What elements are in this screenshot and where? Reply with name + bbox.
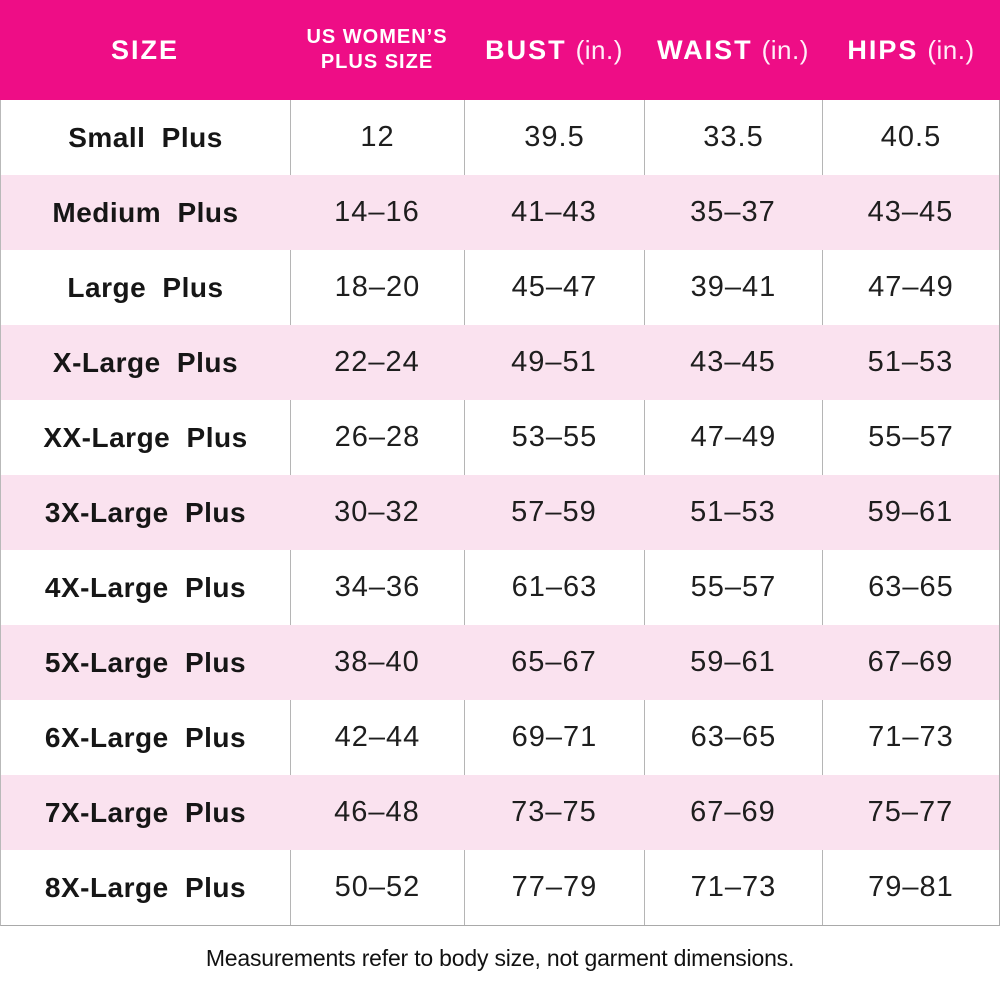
waist-cell: 71–73 xyxy=(644,850,822,925)
table-row: 7X-Large Plus 46–48 73–75 67–69 75–77 xyxy=(1,775,999,850)
bust-cell: 73–75 xyxy=(511,796,597,828)
size-name-cell: Large Plus xyxy=(67,271,224,303)
bust-cell: 39.5 xyxy=(464,100,644,175)
size-chart: SIZE US WOMEN’S PLUS SIZE BUST (in.) WAI… xyxy=(0,0,1000,971)
waist-cell: 59–61 xyxy=(690,646,776,678)
us-plus-size-cell: 42–44 xyxy=(290,700,464,775)
waist-cell: 51–53 xyxy=(690,496,776,528)
bust-cell: 77–79 xyxy=(464,850,644,925)
waist-cell: 63–65 xyxy=(644,700,822,775)
column-header-hips-label: HIPS xyxy=(847,34,919,65)
size-name-cell: Small Plus xyxy=(68,121,223,153)
size-name-cell: 5X-Large Plus xyxy=(44,646,247,678)
bust-cell: 53–55 xyxy=(464,400,644,475)
waist-cell: 35–37 xyxy=(690,196,776,228)
hips-cell: 71–73 xyxy=(822,700,999,775)
bust-cell: 61–63 xyxy=(464,550,644,625)
column-header-us-plus-size-line1: US WOMEN’S xyxy=(306,26,448,48)
table-row: 4X-Large Plus 34–36 61–63 55–57 63–65 xyxy=(1,550,999,625)
us-plus-size-cell: 22–24 xyxy=(334,346,420,378)
hips-cell: 59–61 xyxy=(867,496,954,528)
us-plus-size-cell: 12 xyxy=(290,100,464,175)
column-header-size-label: SIZE xyxy=(110,34,179,65)
column-header-hips-unit: (in.) xyxy=(927,34,975,65)
hips-cell: 47–49 xyxy=(822,250,999,325)
column-header-waist: WAIST (in.) xyxy=(644,34,822,66)
hips-cell: 51–53 xyxy=(867,346,954,378)
us-plus-size-cell: 18–20 xyxy=(290,250,464,325)
waist-cell: 33.5 xyxy=(644,100,822,175)
size-name-cell: 4X-Large Plus xyxy=(44,571,247,603)
size-name-cell: 8X-Large Plus xyxy=(44,871,247,903)
size-name-cell: X-Large Plus xyxy=(52,346,239,378)
us-plus-size-cell: 14–16 xyxy=(334,196,420,228)
us-plus-size-cell: 26–28 xyxy=(290,400,464,475)
table-row: 3X-Large Plus 30–32 57–59 51–53 59–61 xyxy=(1,475,999,550)
size-name-cell: XX-Large Plus xyxy=(43,421,248,453)
hips-cell: 43–45 xyxy=(867,196,954,228)
size-table-body: Small Plus 12 39.5 33.5 40.5 Medium Plus… xyxy=(0,100,1000,926)
bust-cell: 57–59 xyxy=(511,496,597,528)
bust-cell: 49–51 xyxy=(511,346,597,378)
hips-cell: 79–81 xyxy=(822,850,999,925)
table-row: 5X-Large Plus 38–40 65–67 59–61 67–69 xyxy=(1,625,999,700)
waist-cell: 55–57 xyxy=(644,550,822,625)
waist-cell: 43–45 xyxy=(690,346,776,378)
column-header-size: SIZE xyxy=(0,34,290,66)
waist-cell: 47–49 xyxy=(644,400,822,475)
measurement-footnote: Measurements refer to body size, not gar… xyxy=(205,945,795,971)
column-header-us-plus-size: US WOMEN’S PLUS SIZE xyxy=(290,25,464,75)
column-header-bust-unit: (in.) xyxy=(575,34,623,65)
column-header-waist-label: WAIST xyxy=(657,34,753,65)
table-row: 8X-Large Plus 50–52 77–79 71–73 79–81 xyxy=(1,850,999,925)
column-header-us-plus-size-line2: PLUS SIZE xyxy=(320,51,434,73)
column-header-bust-label: BUST xyxy=(485,34,567,65)
hips-cell: 67–69 xyxy=(867,646,954,678)
hips-cell: 63–65 xyxy=(822,550,999,625)
us-plus-size-cell: 46–48 xyxy=(334,796,420,828)
table-row: Medium Plus 14–16 41–43 35–37 43–45 xyxy=(1,175,999,250)
size-name-cell: 7X-Large Plus xyxy=(44,796,247,828)
us-plus-size-cell: 30–32 xyxy=(334,496,420,528)
bust-cell: 45–47 xyxy=(464,250,644,325)
table-row: Large Plus 18–20 45–47 39–41 47–49 xyxy=(1,250,999,325)
size-name-cell: Medium Plus xyxy=(52,196,239,228)
size-chart-header-row: SIZE US WOMEN’S PLUS SIZE BUST (in.) WAI… xyxy=(0,0,1000,100)
size-name-cell: 6X-Large Plus xyxy=(44,721,247,753)
us-plus-size-cell: 34–36 xyxy=(290,550,464,625)
hips-cell: 55–57 xyxy=(822,400,999,475)
waist-cell: 39–41 xyxy=(644,250,822,325)
size-name-cell: 3X-Large Plus xyxy=(44,496,247,528)
table-row: Small Plus 12 39.5 33.5 40.5 xyxy=(1,100,999,175)
table-row: 6X-Large Plus 42–44 69–71 63–65 71–73 xyxy=(1,700,999,775)
table-row: X-Large Plus 22–24 49–51 43–45 51–53 xyxy=(1,325,999,400)
bust-cell: 69–71 xyxy=(464,700,644,775)
us-plus-size-cell: 38–40 xyxy=(334,646,420,678)
waist-cell: 67–69 xyxy=(690,796,776,828)
hips-cell: 75–77 xyxy=(867,796,954,828)
column-header-bust: BUST (in.) xyxy=(464,34,644,66)
column-header-waist-unit: (in.) xyxy=(761,34,809,65)
bust-cell: 41–43 xyxy=(511,196,597,228)
bust-cell: 65–67 xyxy=(511,646,597,678)
hips-cell: 40.5 xyxy=(822,100,999,175)
table-row: XX-Large Plus 26–28 53–55 47–49 55–57 xyxy=(1,400,999,475)
column-header-hips: HIPS (in.) xyxy=(822,34,1000,66)
us-plus-size-cell: 50–52 xyxy=(290,850,464,925)
